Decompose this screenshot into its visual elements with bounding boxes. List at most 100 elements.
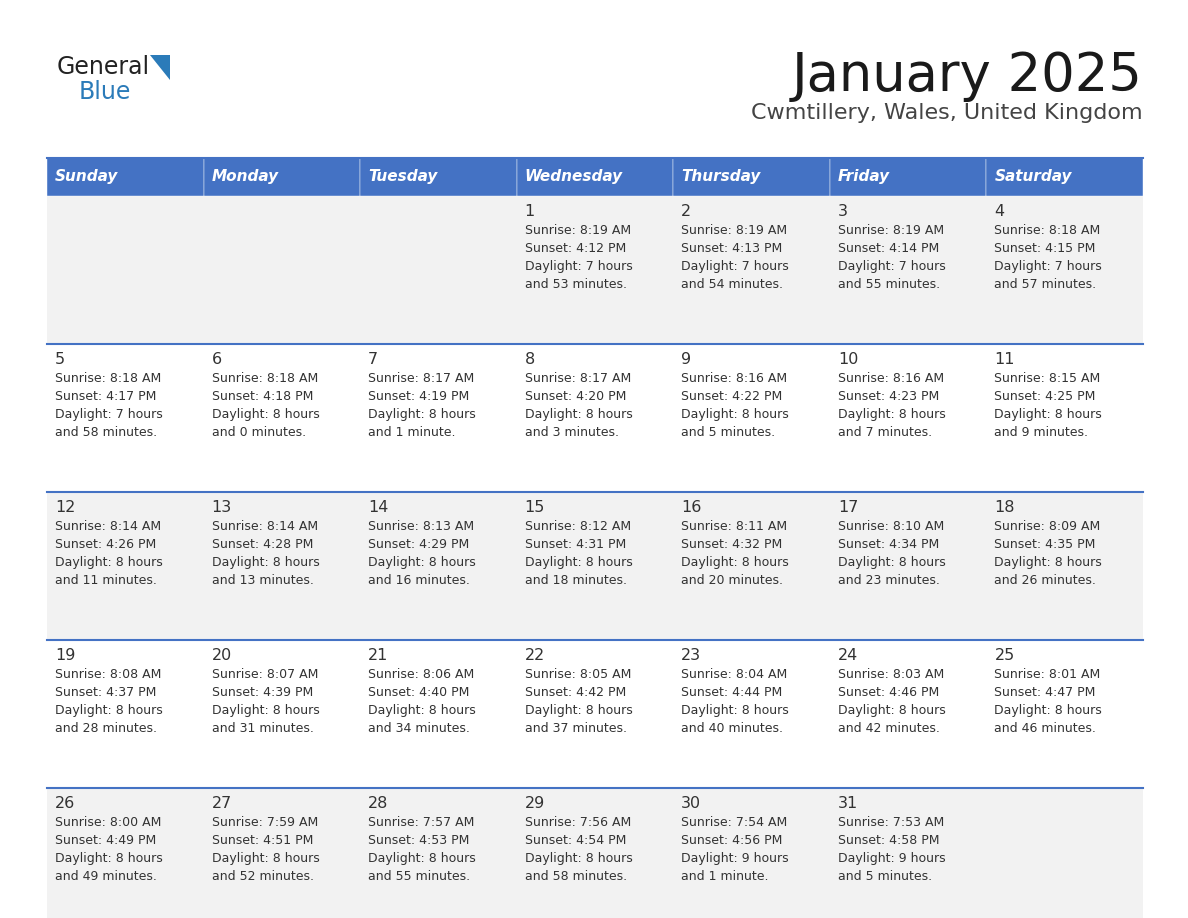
Text: Friday: Friday (838, 170, 890, 185)
Text: 26: 26 (55, 796, 75, 811)
Bar (674, 158, 830, 196)
Text: Sunrise: 7:54 AM
Sunset: 4:56 PM
Daylight: 9 hours
and 1 minute.: Sunrise: 7:54 AM Sunset: 4:56 PM Dayligh… (681, 816, 789, 883)
Text: 24: 24 (838, 648, 858, 663)
Bar (986, 492, 1143, 640)
Text: 3: 3 (838, 204, 848, 219)
Bar (986, 640, 1143, 788)
Text: Tuesday: Tuesday (368, 170, 437, 185)
Text: 27: 27 (211, 796, 232, 811)
Text: Sunrise: 8:19 AM
Sunset: 4:12 PM
Daylight: 7 hours
and 53 minutes.: Sunrise: 8:19 AM Sunset: 4:12 PM Dayligh… (525, 224, 632, 291)
Bar (360, 344, 517, 492)
Text: Sunrise: 8:10 AM
Sunset: 4:34 PM
Daylight: 8 hours
and 23 minutes.: Sunrise: 8:10 AM Sunset: 4:34 PM Dayligh… (838, 520, 946, 587)
Text: Sunrise: 8:00 AM
Sunset: 4:49 PM
Daylight: 8 hours
and 49 minutes.: Sunrise: 8:00 AM Sunset: 4:49 PM Dayligh… (55, 816, 163, 883)
Text: 28: 28 (368, 796, 388, 811)
Bar (360, 492, 517, 640)
Bar (517, 492, 674, 640)
Text: 16: 16 (681, 500, 702, 515)
Text: Sunrise: 7:56 AM
Sunset: 4:54 PM
Daylight: 8 hours
and 58 minutes.: Sunrise: 7:56 AM Sunset: 4:54 PM Dayligh… (525, 816, 632, 883)
Bar (986, 788, 1143, 918)
Text: Sunrise: 7:53 AM
Sunset: 4:58 PM
Daylight: 9 hours
and 5 minutes.: Sunrise: 7:53 AM Sunset: 4:58 PM Dayligh… (838, 816, 946, 883)
Bar (48, 158, 203, 196)
Text: Sunday: Sunday (55, 170, 119, 185)
Bar (830, 196, 986, 344)
Bar (360, 788, 517, 918)
Text: 2: 2 (681, 204, 691, 219)
Bar (830, 788, 986, 918)
Bar (674, 640, 830, 788)
Text: 15: 15 (525, 500, 545, 515)
Text: 29: 29 (525, 796, 545, 811)
Bar (517, 196, 674, 344)
Bar (830, 158, 986, 196)
Text: 23: 23 (681, 648, 701, 663)
Text: 22: 22 (525, 648, 545, 663)
Text: Sunrise: 8:17 AM
Sunset: 4:19 PM
Daylight: 8 hours
and 1 minute.: Sunrise: 8:17 AM Sunset: 4:19 PM Dayligh… (368, 372, 476, 439)
Bar (360, 158, 517, 196)
Text: 19: 19 (55, 648, 75, 663)
Text: Sunrise: 8:17 AM
Sunset: 4:20 PM
Daylight: 8 hours
and 3 minutes.: Sunrise: 8:17 AM Sunset: 4:20 PM Dayligh… (525, 372, 632, 439)
Text: Sunrise: 8:16 AM
Sunset: 4:23 PM
Daylight: 8 hours
and 7 minutes.: Sunrise: 8:16 AM Sunset: 4:23 PM Dayligh… (838, 372, 946, 439)
Bar (830, 492, 986, 640)
Bar (48, 788, 203, 918)
Text: Sunrise: 8:18 AM
Sunset: 4:18 PM
Daylight: 8 hours
and 0 minutes.: Sunrise: 8:18 AM Sunset: 4:18 PM Dayligh… (211, 372, 320, 439)
Text: 25: 25 (994, 648, 1015, 663)
Text: Sunrise: 8:18 AM
Sunset: 4:17 PM
Daylight: 7 hours
and 58 minutes.: Sunrise: 8:18 AM Sunset: 4:17 PM Dayligh… (55, 372, 163, 439)
Text: Sunrise: 8:05 AM
Sunset: 4:42 PM
Daylight: 8 hours
and 37 minutes.: Sunrise: 8:05 AM Sunset: 4:42 PM Dayligh… (525, 668, 632, 735)
Bar (986, 158, 1143, 196)
Text: Sunrise: 8:11 AM
Sunset: 4:32 PM
Daylight: 8 hours
and 20 minutes.: Sunrise: 8:11 AM Sunset: 4:32 PM Dayligh… (681, 520, 789, 587)
Text: Wednesday: Wednesday (525, 170, 623, 185)
Text: Sunrise: 8:13 AM
Sunset: 4:29 PM
Daylight: 8 hours
and 16 minutes.: Sunrise: 8:13 AM Sunset: 4:29 PM Dayligh… (368, 520, 476, 587)
Text: Saturday: Saturday (994, 170, 1072, 185)
Text: Sunrise: 8:01 AM
Sunset: 4:47 PM
Daylight: 8 hours
and 46 minutes.: Sunrise: 8:01 AM Sunset: 4:47 PM Dayligh… (994, 668, 1102, 735)
Text: Sunrise: 8:09 AM
Sunset: 4:35 PM
Daylight: 8 hours
and 26 minutes.: Sunrise: 8:09 AM Sunset: 4:35 PM Dayligh… (994, 520, 1102, 587)
Text: Sunrise: 8:03 AM
Sunset: 4:46 PM
Daylight: 8 hours
and 42 minutes.: Sunrise: 8:03 AM Sunset: 4:46 PM Dayligh… (838, 668, 946, 735)
Text: Monday: Monday (211, 170, 279, 185)
Text: 17: 17 (838, 500, 858, 515)
Bar (48, 492, 203, 640)
Text: 5: 5 (55, 352, 65, 367)
Bar (48, 640, 203, 788)
Text: Sunrise: 7:59 AM
Sunset: 4:51 PM
Daylight: 8 hours
and 52 minutes.: Sunrise: 7:59 AM Sunset: 4:51 PM Dayligh… (211, 816, 320, 883)
Text: Sunrise: 8:12 AM
Sunset: 4:31 PM
Daylight: 8 hours
and 18 minutes.: Sunrise: 8:12 AM Sunset: 4:31 PM Dayligh… (525, 520, 632, 587)
Text: 9: 9 (681, 352, 691, 367)
Text: 12: 12 (55, 500, 75, 515)
Bar (360, 196, 517, 344)
Bar (674, 344, 830, 492)
Bar (986, 196, 1143, 344)
Text: 10: 10 (838, 352, 858, 367)
Bar (203, 344, 360, 492)
Text: 31: 31 (838, 796, 858, 811)
Text: Sunrise: 7:57 AM
Sunset: 4:53 PM
Daylight: 8 hours
and 55 minutes.: Sunrise: 7:57 AM Sunset: 4:53 PM Dayligh… (368, 816, 476, 883)
Text: Thursday: Thursday (681, 170, 760, 185)
Bar (203, 492, 360, 640)
Text: Sunrise: 8:07 AM
Sunset: 4:39 PM
Daylight: 8 hours
and 31 minutes.: Sunrise: 8:07 AM Sunset: 4:39 PM Dayligh… (211, 668, 320, 735)
Bar (674, 492, 830, 640)
Bar (986, 344, 1143, 492)
Bar (517, 640, 674, 788)
Text: 20: 20 (211, 648, 232, 663)
Text: Blue: Blue (78, 80, 132, 104)
Bar (203, 196, 360, 344)
Text: Cwmtillery, Wales, United Kingdom: Cwmtillery, Wales, United Kingdom (751, 103, 1143, 123)
Bar (48, 344, 203, 492)
Bar (203, 640, 360, 788)
Text: 13: 13 (211, 500, 232, 515)
Bar (48, 196, 203, 344)
Bar (203, 158, 360, 196)
Text: January 2025: January 2025 (792, 50, 1143, 102)
Bar (517, 788, 674, 918)
Text: 30: 30 (681, 796, 701, 811)
Bar (830, 344, 986, 492)
Text: Sunrise: 8:14 AM
Sunset: 4:26 PM
Daylight: 8 hours
and 11 minutes.: Sunrise: 8:14 AM Sunset: 4:26 PM Dayligh… (55, 520, 163, 587)
Text: Sunrise: 8:04 AM
Sunset: 4:44 PM
Daylight: 8 hours
and 40 minutes.: Sunrise: 8:04 AM Sunset: 4:44 PM Dayligh… (681, 668, 789, 735)
Bar (360, 640, 517, 788)
Text: Sunrise: 8:15 AM
Sunset: 4:25 PM
Daylight: 8 hours
and 9 minutes.: Sunrise: 8:15 AM Sunset: 4:25 PM Dayligh… (994, 372, 1102, 439)
Bar (517, 158, 674, 196)
Text: 8: 8 (525, 352, 535, 367)
Text: Sunrise: 8:08 AM
Sunset: 4:37 PM
Daylight: 8 hours
and 28 minutes.: Sunrise: 8:08 AM Sunset: 4:37 PM Dayligh… (55, 668, 163, 735)
Text: Sunrise: 8:19 AM
Sunset: 4:14 PM
Daylight: 7 hours
and 55 minutes.: Sunrise: 8:19 AM Sunset: 4:14 PM Dayligh… (838, 224, 946, 291)
Text: Sunrise: 8:14 AM
Sunset: 4:28 PM
Daylight: 8 hours
and 13 minutes.: Sunrise: 8:14 AM Sunset: 4:28 PM Dayligh… (211, 520, 320, 587)
Text: Sunrise: 8:18 AM
Sunset: 4:15 PM
Daylight: 7 hours
and 57 minutes.: Sunrise: 8:18 AM Sunset: 4:15 PM Dayligh… (994, 224, 1102, 291)
Bar (830, 640, 986, 788)
Text: Sunrise: 8:06 AM
Sunset: 4:40 PM
Daylight: 8 hours
and 34 minutes.: Sunrise: 8:06 AM Sunset: 4:40 PM Dayligh… (368, 668, 476, 735)
